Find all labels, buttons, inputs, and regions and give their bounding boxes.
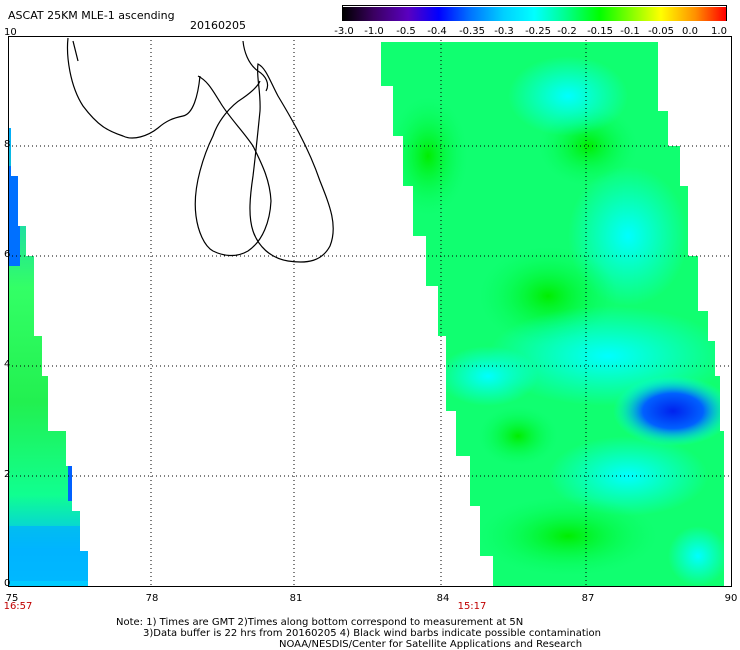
x-tick-label: 87 — [581, 593, 595, 604]
y-tick-label: 6 — [4, 249, 11, 260]
x-tick-label: 81 — [289, 593, 303, 604]
cbar-label: -0.2 — [557, 26, 577, 37]
x-tick-label: 78 — [145, 593, 159, 604]
y-tick-label: 4 — [4, 359, 11, 370]
color-scale-bar — [342, 5, 727, 21]
cbar-label: -0.4 — [427, 26, 447, 37]
cbar-label: 0.0 — [682, 26, 698, 37]
x-tick-label: 84 — [436, 593, 450, 604]
y-tick-label: 2 — [4, 469, 11, 480]
map-title: ASCAT 25KM MLE-1 ascending — [8, 9, 175, 22]
pass-time-label: 15:17 — [457, 601, 487, 612]
note-line-1: Note: 1) Times are GMT 2)Times along bot… — [116, 617, 524, 628]
y-tick-label: 0 — [4, 578, 11, 589]
cbar-label: -1.0 — [364, 26, 384, 37]
left-swath — [8, 128, 88, 587]
right-swath — [381, 42, 724, 587]
cbar-label: -0.05 — [648, 26, 674, 37]
map-plot-area — [8, 36, 732, 587]
cbar-label: -3.0 — [334, 26, 354, 37]
cbar-label: -0.25 — [525, 26, 551, 37]
x-tick-label: 75 — [5, 593, 19, 604]
coastline — [66, 37, 272, 257]
color-scale-gradient — [343, 7, 726, 21]
y-tick-label: 8 — [4, 139, 11, 150]
sri-lanka-outline — [249, 63, 334, 263]
y-tick-label: 10 — [4, 27, 17, 38]
note-line-2: 3)Data buffer is 22 hrs from 20160205 4)… — [143, 628, 601, 639]
cbar-label: -0.3 — [494, 26, 514, 37]
cbar-label: 1.0 — [711, 26, 727, 37]
note-line-3: NOAA/NESDIS/Center for Satellite Applica… — [279, 639, 583, 650]
cbar-label: -0.15 — [587, 26, 613, 37]
cbar-label: -0.1 — [620, 26, 640, 37]
x-tick-label: 90 — [724, 593, 738, 604]
cbar-label: -0.5 — [396, 26, 416, 37]
grid-lines — [8, 36, 732, 587]
map-date: 20160205 — [190, 19, 246, 32]
cbar-label: -0.35 — [459, 26, 485, 37]
plot-frame — [8, 36, 732, 587]
pass-time-label: 16:57 — [3, 601, 33, 612]
